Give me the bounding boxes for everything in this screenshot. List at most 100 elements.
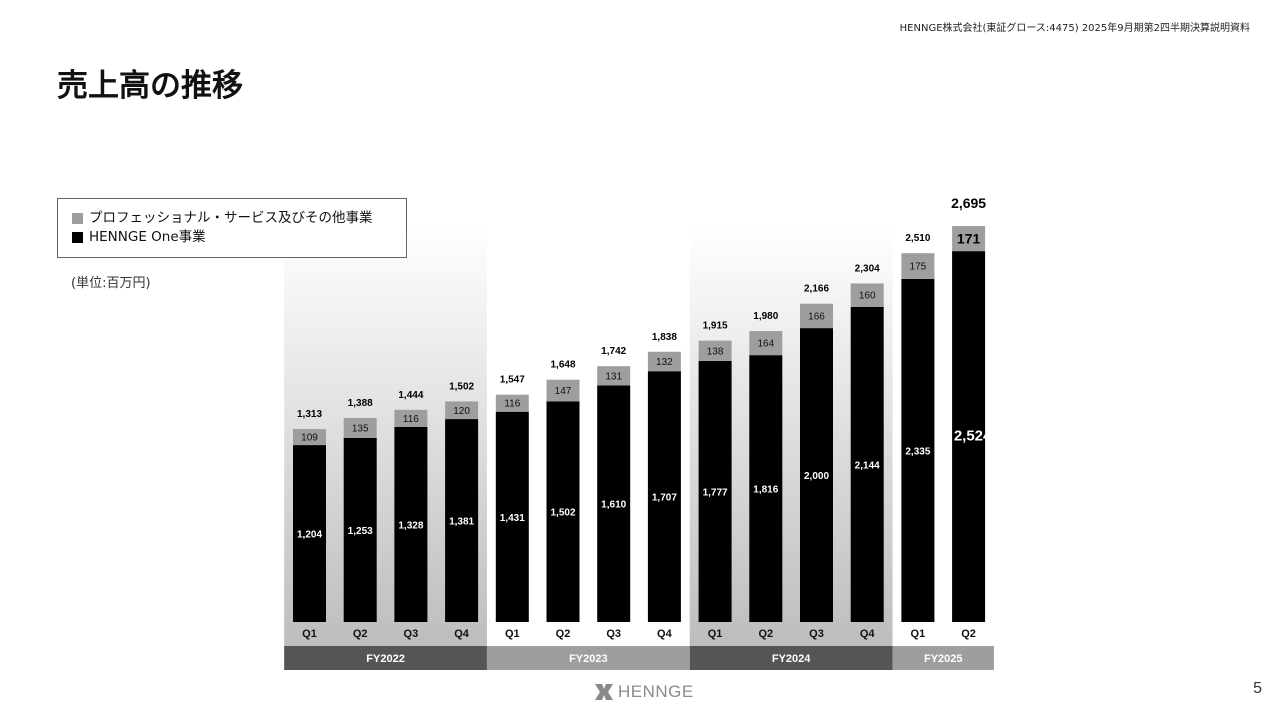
bar-hennge-one (800, 328, 833, 622)
data-label-hennge-one: 1,253 (348, 526, 373, 537)
hennge-logo: HENNGE (594, 682, 694, 702)
legend-item-hennge-one: HENNGE One事業 (72, 228, 392, 247)
fiscal-year-band (284, 646, 487, 670)
x-tick-label-quarter: Q1 (708, 628, 723, 640)
x-tick-label-quarter: Q4 (454, 628, 470, 640)
bar-professional-services (597, 366, 631, 386)
page-title: 売上高の推移 (57, 68, 243, 104)
bar-hennge-one (749, 355, 783, 622)
x-tick-label-quarter: Q1 (505, 628, 520, 640)
fiscal-year-label: FY2024 (772, 653, 811, 665)
fiscal-year-label: FY2025 (924, 653, 963, 665)
x-tick-label-quarter: Q3 (404, 628, 419, 640)
unit-label: (単位:百万円) (71, 276, 151, 291)
bar-hennge-one (901, 278, 935, 622)
legend-swatch-gray (72, 213, 83, 224)
header-note: HENNGE株式会社(東証グロース:4475) 2025年9月期第2四半期決算説… (899, 23, 1250, 34)
data-label-hennge-one: 2,144 (855, 460, 880, 471)
logo-text: HENNGE (618, 682, 694, 701)
bar-hennge-one (850, 306, 884, 622)
data-label-total: 1,444 (398, 390, 423, 401)
bar-hennge-one (546, 401, 580, 622)
fiscal-year-band (689, 646, 893, 670)
data-label-total: 2,695 (951, 195, 986, 211)
x-tick-label-quarter: Q4 (860, 628, 876, 640)
data-label-professional-services: 135 (352, 423, 369, 434)
data-label-total: 1,648 (550, 360, 575, 371)
fiscal-year-band (486, 646, 690, 670)
data-label-hennge-one: 1,502 (550, 508, 575, 519)
page-number: 5 (1253, 680, 1262, 697)
data-label-professional-services: 166 (808, 311, 825, 322)
data-label-professional-services: 160 (859, 291, 876, 302)
bar-professional-services (293, 429, 326, 446)
data-label-total: 1,915 (703, 321, 728, 332)
x-tick-label-quarter: Q1 (911, 628, 926, 640)
data-label-professional-services: 175 (910, 262, 927, 273)
data-label-professional-services: 171 (957, 231, 981, 247)
data-label-professional-services: 116 (504, 399, 520, 410)
data-label-hennge-one: 2,000 (804, 471, 829, 482)
bar-professional-services (850, 283, 884, 307)
data-label-professional-services: 120 (453, 406, 470, 417)
data-label-hennge-one: 1,816 (753, 485, 778, 496)
data-label-professional-services: 164 (757, 339, 774, 350)
data-label-hennge-one: 1,610 (601, 500, 626, 511)
bar-professional-services (495, 394, 529, 412)
data-label-hennge-one: 1,381 (449, 517, 474, 528)
bar-professional-services (394, 409, 428, 427)
bar-professional-services (343, 418, 377, 438)
data-label-total: 2,304 (855, 263, 880, 274)
legend-label: プロフェッショナル・サービス及びその他事業 (89, 210, 373, 226)
legend-label: HENNGE One事業 (89, 229, 206, 245)
bar-hennge-one (394, 426, 428, 622)
data-label-total: 1,313 (297, 409, 322, 420)
hennge-logo-icon (595, 684, 613, 700)
bar-professional-services (647, 351, 681, 372)
data-label-professional-services: 147 (555, 386, 572, 397)
fiscal-year-label: FY2023 (569, 653, 608, 665)
data-label-total: 1,742 (601, 346, 626, 357)
fiscal-year-band (892, 646, 994, 670)
bar-hennge-one (647, 371, 681, 622)
bar-hennge-one (445, 419, 479, 622)
bar-hennge-one (952, 251, 986, 622)
bar-professional-services (749, 331, 783, 356)
x-tick-label-quarter: Q3 (606, 628, 621, 640)
legend-swatch-black (72, 232, 83, 243)
data-label-total: 1,547 (500, 375, 525, 386)
data-label-hennge-one: 1,777 (703, 487, 728, 498)
bar-professional-services (546, 379, 580, 402)
data-label-hennge-one: 1,328 (398, 520, 423, 531)
data-label-hennge-one: 2,335 (905, 446, 930, 457)
data-label-professional-services: 131 (605, 371, 622, 382)
legend-item-professional-services: プロフェッショナル・サービス及びその他事業 (72, 209, 392, 228)
data-label-hennge-one: 2,524 (954, 428, 992, 445)
bar-hennge-one (343, 437, 377, 622)
bar-professional-services (445, 401, 479, 420)
x-tick-label-quarter: Q2 (961, 628, 976, 640)
data-label-hennge-one: 1,431 (500, 513, 525, 524)
bar-hennge-one (495, 411, 529, 622)
bar-hennge-one (698, 360, 732, 622)
bar-hennge-one (293, 445, 326, 622)
x-tick-label-quarter: Q1 (302, 628, 317, 640)
fiscal-year-label: FY2022 (366, 653, 405, 665)
data-label-total: 1,838 (652, 332, 677, 343)
data-label-total: 1,502 (449, 381, 474, 392)
bar-hennge-one (597, 385, 631, 622)
x-tick-label-quarter: Q3 (809, 628, 824, 640)
bar-professional-services (952, 226, 986, 252)
data-label-professional-services: 138 (707, 346, 724, 357)
data-label-total: 2,166 (804, 284, 829, 295)
data-label-hennge-one: 1,707 (652, 493, 677, 504)
bar-professional-services (698, 340, 732, 361)
bar-professional-services (800, 303, 833, 329)
data-label-total: 1,980 (753, 311, 778, 322)
data-label-total: 2,510 (905, 233, 930, 244)
chart-legend: プロフェッショナル・サービス及びその他事業 HENNGE One事業 (57, 198, 407, 258)
data-label-professional-services: 132 (656, 357, 673, 368)
x-tick-label-quarter: Q2 (556, 628, 571, 640)
x-tick-label-quarter: Q2 (353, 628, 368, 640)
